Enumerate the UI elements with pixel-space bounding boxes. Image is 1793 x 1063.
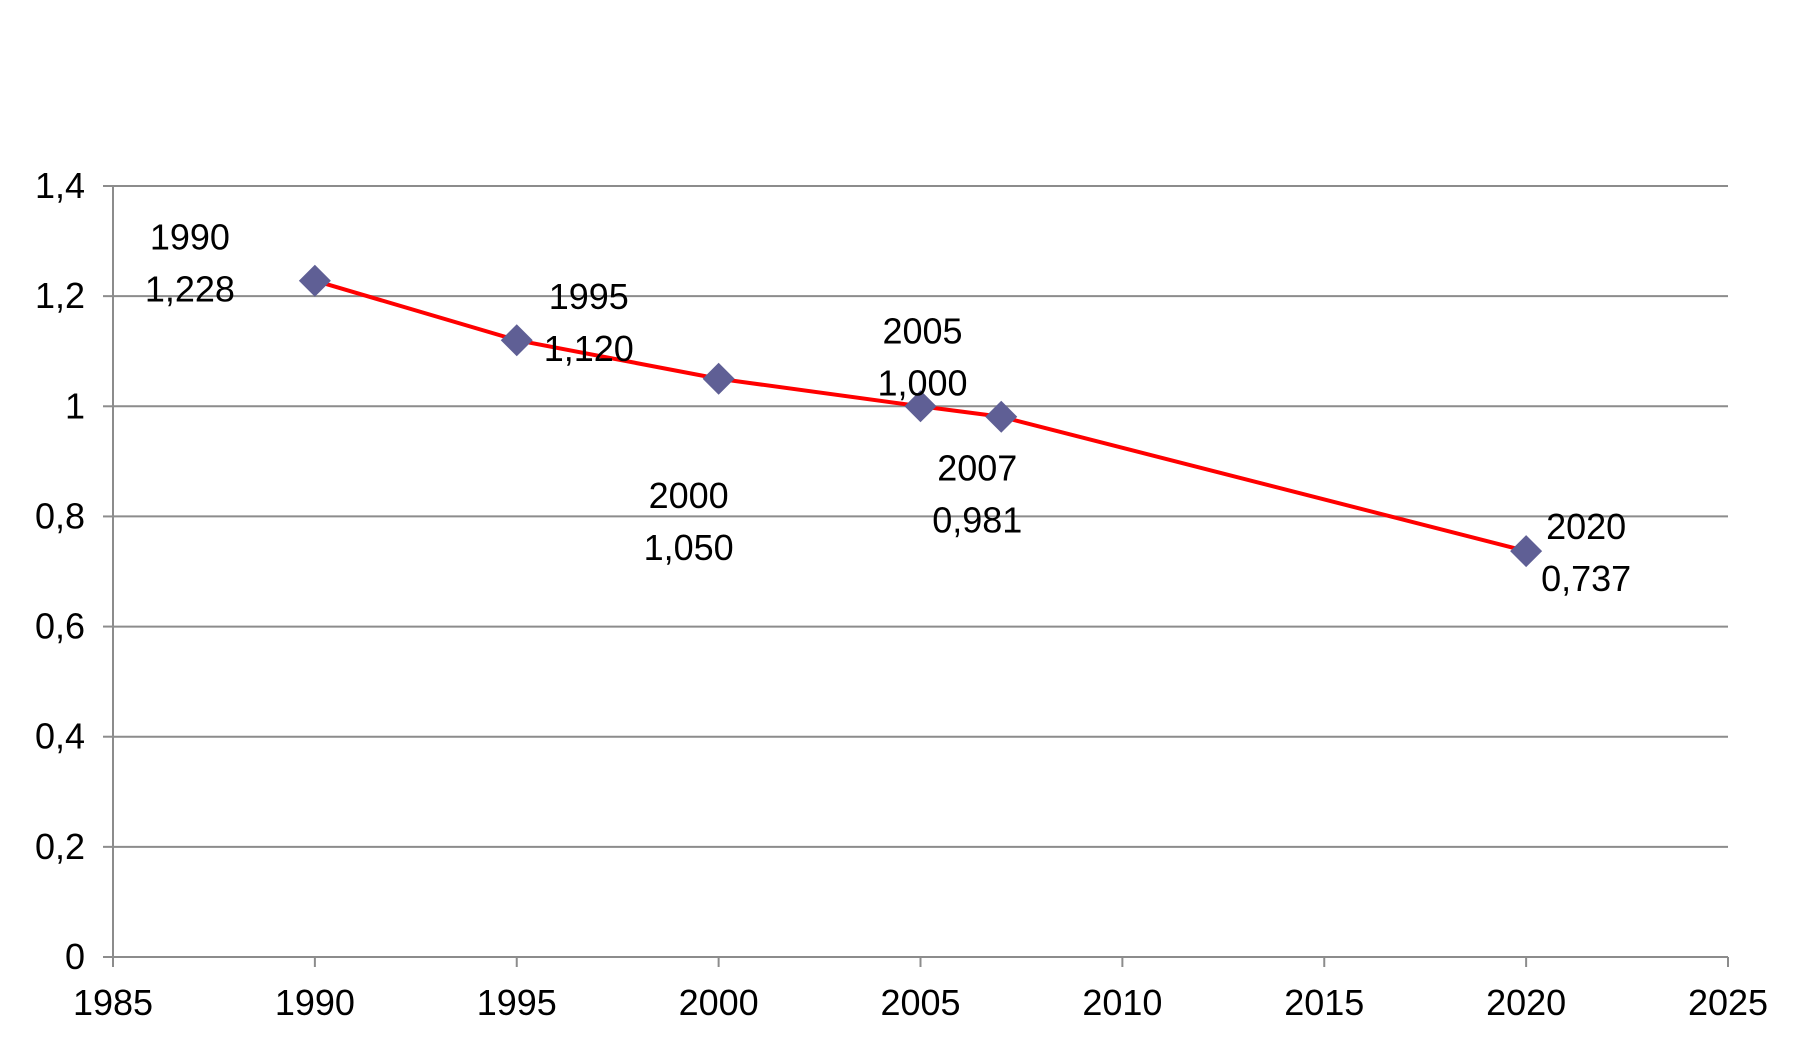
data-label-value: 1,228 — [145, 269, 235, 310]
axes — [112, 186, 1728, 958]
data-label-value: 1,120 — [544, 328, 634, 369]
data-point-marker — [298, 264, 331, 297]
grid-lines — [113, 185, 1728, 848]
x-axis-ticks: 1985 1990 1995 2000 2005 2010 2015 2020 2025 — [73, 957, 1768, 1023]
data-label-value: 1,050 — [644, 527, 734, 568]
y-tick-label: 0,6 — [35, 606, 85, 647]
data-labels: 1990 1,228 1995 1,120 2000 1,050 2005 1,000 2007… — [145, 217, 1631, 599]
x-tick-label: 1995 — [477, 982, 557, 1023]
x-tick-label: 1985 — [73, 982, 153, 1023]
y-tick-label: 0,4 — [35, 716, 85, 757]
data-point-marker — [500, 324, 533, 357]
data-label-value: 1,000 — [877, 362, 967, 403]
x-tick-label: 2005 — [880, 982, 960, 1023]
data-label-year: 2005 — [882, 310, 962, 351]
y-tick-label: 1 — [65, 385, 85, 426]
x-tick-label: 2000 — [679, 982, 759, 1023]
y-tick-label: 0,2 — [35, 826, 85, 867]
data-label-year: 1995 — [549, 276, 629, 317]
series-line — [314, 278, 1527, 554]
data-label-year: 2020 — [1546, 506, 1626, 547]
data-label-year: 2007 — [937, 448, 1017, 489]
data-label-value: 0,981 — [932, 500, 1022, 541]
y-axis-ticks: 0 0,2 0,4 0,6 0,8 1 1,2 1,4 — [35, 165, 113, 977]
data-label-value: 0,737 — [1541, 558, 1631, 599]
x-tick-label: 1990 — [275, 982, 355, 1023]
x-tick-label: 2020 — [1486, 982, 1566, 1023]
data-point-marker — [985, 400, 1018, 433]
x-tick-label: 2025 — [1688, 982, 1768, 1023]
data-label-year: 1990 — [150, 217, 230, 258]
data-point-marker — [904, 390, 937, 423]
x-tick-label: 2010 — [1082, 982, 1162, 1023]
y-tick-label: 0,8 — [35, 495, 85, 536]
y-tick-label: 0 — [65, 936, 85, 977]
y-tick-label: 1,2 — [35, 275, 85, 316]
series-group — [298, 264, 1543, 568]
y-tick-label: 1,4 — [35, 165, 85, 206]
data-point-marker — [1510, 535, 1543, 568]
data-point-marker — [702, 362, 735, 395]
x-tick-label: 2015 — [1284, 982, 1364, 1023]
data-label-year: 2000 — [649, 475, 729, 516]
